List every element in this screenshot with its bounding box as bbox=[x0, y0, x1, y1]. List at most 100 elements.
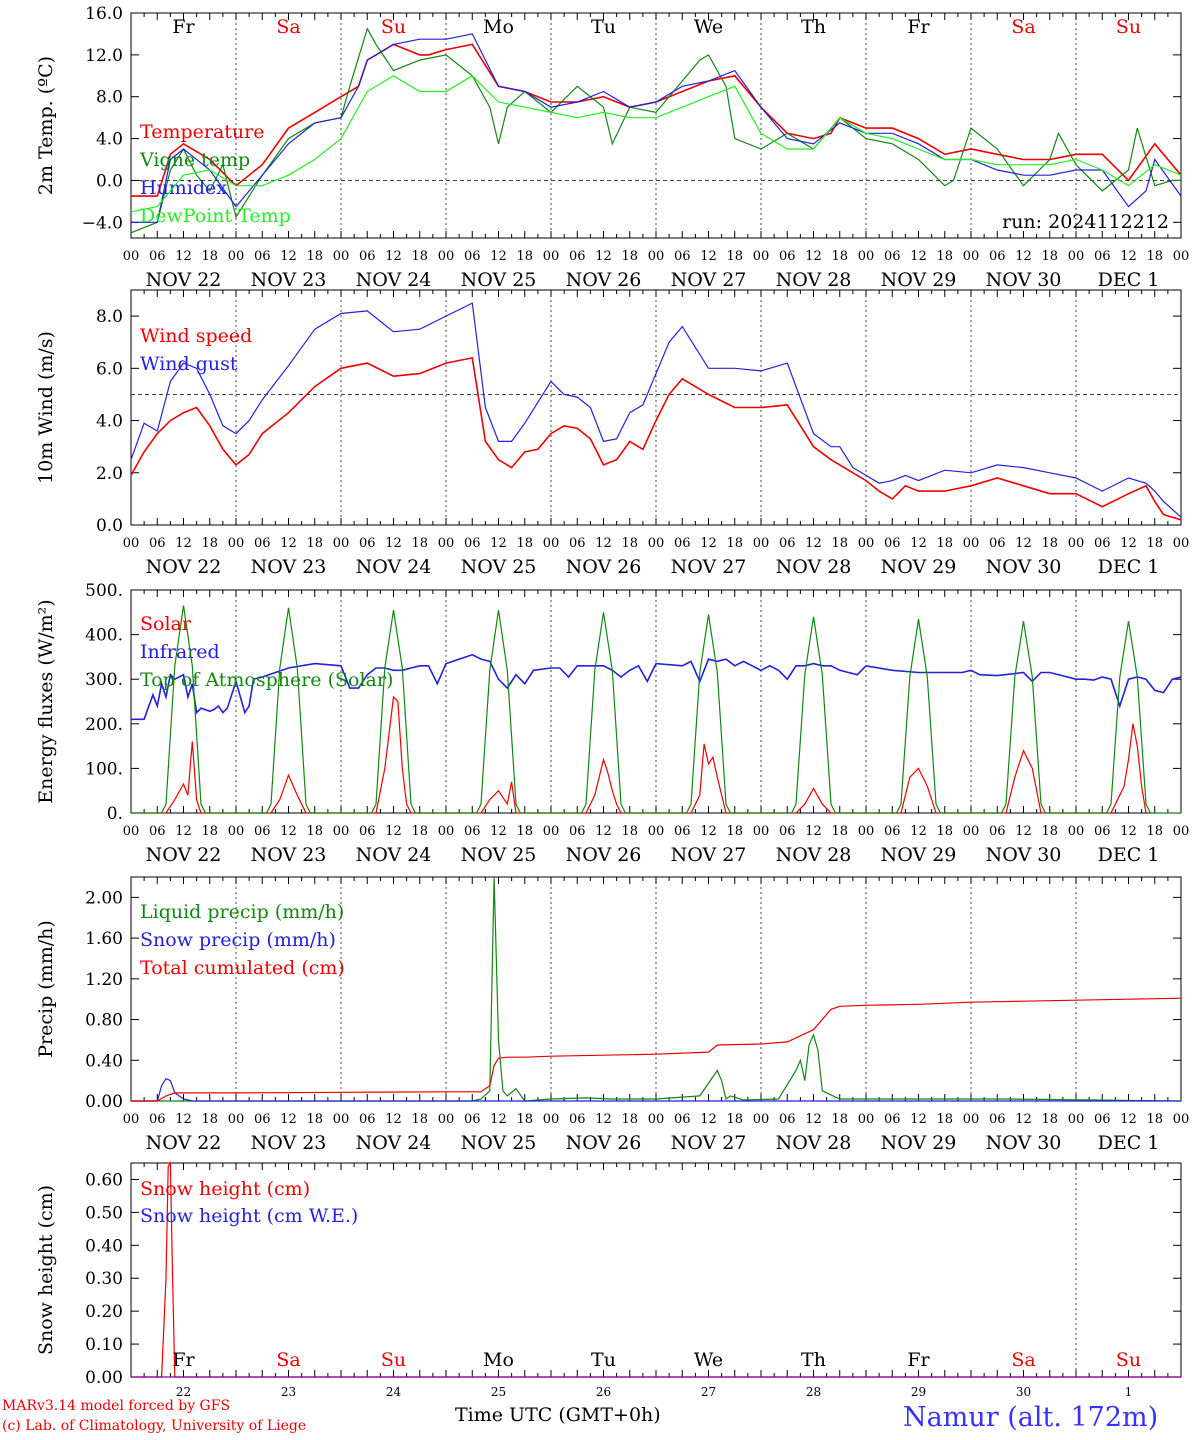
y-axis-label: 10m Wind (m/s) bbox=[35, 331, 57, 484]
hour-tick-label: 00 bbox=[648, 536, 665, 551]
date-label: NOV 27 bbox=[671, 269, 747, 291]
hour-tick-label: 06 bbox=[1094, 249, 1111, 264]
legend-entry: Solar bbox=[140, 613, 192, 635]
legend-entry: Top of Atmosphere (Solar) bbox=[140, 669, 393, 691]
date-label: NOV 29 bbox=[881, 844, 957, 866]
date-label: DEC 1 bbox=[1098, 1132, 1160, 1154]
date-label: NOV 25 bbox=[461, 1132, 537, 1154]
hour-tick-label: 00 bbox=[753, 1112, 770, 1127]
weekday-label: Fr bbox=[907, 1349, 930, 1371]
hour-tick-label: 00 bbox=[1173, 249, 1190, 264]
hour-tick-label: 18 bbox=[1041, 824, 1058, 839]
hour-tick-label: 12 bbox=[805, 249, 822, 264]
weekday-label: Th bbox=[801, 16, 826, 38]
hour-tick-label: 12 bbox=[175, 249, 192, 264]
series-line bbox=[130, 356, 1182, 521]
hour-tick-label: 12 bbox=[595, 249, 612, 264]
date-label: NOV 24 bbox=[356, 556, 432, 578]
y-tick-label: 0.50 bbox=[85, 1203, 123, 1223]
date-label: NOV 29 bbox=[881, 269, 957, 291]
hour-tick-label: 18 bbox=[516, 536, 533, 551]
y-tick-label: 0.0 bbox=[96, 171, 123, 191]
hour-tick-label: 18 bbox=[1041, 536, 1058, 551]
hour-tick-label: 06 bbox=[1094, 1112, 1111, 1127]
date-label: NOV 30 bbox=[986, 1132, 1062, 1154]
hour-tick-label: 06 bbox=[254, 824, 271, 839]
hour-tick-label: 12 bbox=[1120, 249, 1137, 264]
hour-tick-label: 06 bbox=[359, 1112, 376, 1127]
y-tick-label: 0.30 bbox=[85, 1269, 123, 1289]
date-label: NOV 22 bbox=[146, 556, 222, 578]
hour-tick-label: 00 bbox=[438, 824, 455, 839]
hour-tick-label: 06 bbox=[149, 536, 166, 551]
hour-tick-label: 06 bbox=[569, 536, 586, 551]
hour-tick-label: 06 bbox=[884, 249, 901, 264]
weekday-label: Su bbox=[381, 16, 406, 38]
legend-entry: Snow precip (mm/h) bbox=[140, 929, 336, 951]
hour-tick-label: 18 bbox=[621, 824, 638, 839]
date-label: NOV 23 bbox=[251, 1132, 327, 1154]
date-label: NOV 30 bbox=[986, 844, 1062, 866]
hour-tick-label: 12 bbox=[175, 536, 192, 551]
hour-tick-label: 00 bbox=[858, 1112, 875, 1127]
hour-tick-label: 12 bbox=[280, 536, 297, 551]
hour-tick-label: 00 bbox=[1173, 536, 1190, 551]
hour-tick-label: 18 bbox=[621, 536, 638, 551]
date-label: NOV 25 bbox=[461, 556, 537, 578]
hour-tick-label: 12 bbox=[910, 1112, 927, 1127]
hour-tick-label: 06 bbox=[569, 249, 586, 264]
y-tick-label: 0.0 bbox=[96, 516, 123, 536]
hour-tick-label: 12 bbox=[385, 824, 402, 839]
y-tick-label: 2.0 bbox=[96, 464, 123, 484]
hour-tick-label: 18 bbox=[201, 249, 218, 264]
weekday-label: Th bbox=[801, 1349, 826, 1371]
y-tick-label: 0.40 bbox=[85, 1236, 123, 1256]
hour-tick-label: 18 bbox=[516, 249, 533, 264]
credit-lab: (c) Lab. of Climatology, University of L… bbox=[2, 1418, 307, 1434]
hour-tick-label: 00 bbox=[543, 824, 560, 839]
hour-tick-label: 18 bbox=[1041, 1112, 1058, 1127]
legend-entry: Wind speed bbox=[140, 325, 252, 347]
hour-tick-label: 00 bbox=[228, 824, 245, 839]
hour-tick-label: 12 bbox=[1015, 536, 1032, 551]
hour-tick-label: 00 bbox=[1068, 249, 1085, 264]
weekday-label: Fr bbox=[172, 1349, 195, 1371]
hour-tick-label: 18 bbox=[621, 1112, 638, 1127]
date-label: NOV 30 bbox=[986, 556, 1062, 578]
weekday-label: Mo bbox=[483, 16, 514, 38]
hour-tick-label: 18 bbox=[306, 536, 323, 551]
y-tick-label: 0.40 bbox=[85, 1051, 123, 1071]
hour-tick-label: 12 bbox=[1120, 824, 1137, 839]
time-axis-label: Time UTC (GMT+0h) bbox=[455, 1404, 661, 1426]
hour-tick-label: 00 bbox=[753, 824, 770, 839]
day-number-label: 1 bbox=[1125, 1385, 1133, 1399]
weekday-label: Sa bbox=[276, 1349, 300, 1371]
weekday-label: Su bbox=[381, 1349, 406, 1371]
day-number-label: 26 bbox=[596, 1385, 611, 1399]
y-tick-label: 100. bbox=[85, 759, 123, 779]
weekday-label: Sa bbox=[276, 16, 300, 38]
hour-tick-label: 18 bbox=[726, 249, 743, 264]
date-label: NOV 22 bbox=[146, 844, 222, 866]
hour-tick-label: 00 bbox=[123, 1112, 140, 1127]
hour-tick-label: 06 bbox=[149, 824, 166, 839]
date-label: NOV 27 bbox=[671, 1132, 747, 1154]
weekday-label: Mo bbox=[483, 1349, 514, 1371]
hour-tick-label: 18 bbox=[411, 1112, 428, 1127]
date-label: NOV 29 bbox=[881, 556, 957, 578]
hour-tick-label: 06 bbox=[779, 249, 796, 264]
hour-tick-label: 00 bbox=[963, 824, 980, 839]
hour-tick-label: 18 bbox=[1146, 1112, 1163, 1127]
hour-tick-label: 12 bbox=[805, 536, 822, 551]
y-tick-label: 2.00 bbox=[85, 888, 123, 908]
y-tick-label: 1.20 bbox=[85, 970, 123, 990]
hour-tick-label: 00 bbox=[123, 824, 140, 839]
date-label: DEC 1 bbox=[1098, 844, 1160, 866]
date-label: NOV 23 bbox=[251, 269, 327, 291]
hour-tick-label: 00 bbox=[648, 824, 665, 839]
y-tick-label: 6.0 bbox=[96, 359, 123, 379]
date-label: NOV 28 bbox=[776, 556, 852, 578]
hour-tick-label: 00 bbox=[333, 536, 350, 551]
hour-tick-label: 06 bbox=[779, 1112, 796, 1127]
hour-tick-label: 18 bbox=[201, 536, 218, 551]
